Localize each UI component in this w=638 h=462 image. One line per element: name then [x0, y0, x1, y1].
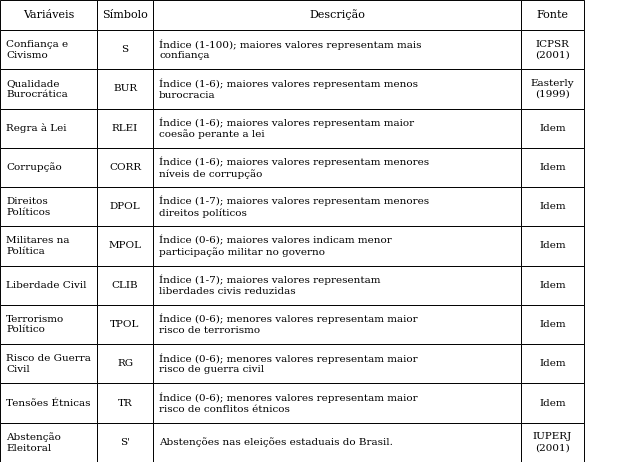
Bar	[521, 226, 584, 266]
Text: CORR: CORR	[109, 163, 141, 172]
Text: DPOL: DPOL	[110, 202, 140, 211]
Text: Índice (0-6); menores valores representam maior
risco de terrorismo: Índice (0-6); menores valores representa…	[159, 314, 418, 335]
Text: Fonte: Fonte	[537, 10, 568, 20]
Text: Risco de Guerra
Civil: Risco de Guerra Civil	[6, 354, 91, 374]
Text: Idem: Idem	[539, 320, 566, 329]
Bar	[521, 383, 584, 423]
Text: Idem: Idem	[539, 399, 566, 407]
Bar	[97, 305, 153, 344]
Bar	[0, 30, 97, 69]
Text: Índice (1-7); maiores valores representam
liberdades civis reduzidas: Índice (1-7); maiores valores representa…	[159, 274, 381, 296]
Bar	[521, 148, 584, 187]
Bar	[153, 69, 521, 109]
Text: Variáveis: Variáveis	[23, 10, 74, 20]
Bar	[521, 69, 584, 109]
Text: Idem: Idem	[539, 359, 566, 368]
Bar	[97, 69, 153, 109]
Bar	[97, 30, 153, 69]
Bar	[521, 187, 584, 226]
Bar	[153, 148, 521, 187]
Bar	[0, 266, 97, 305]
Bar	[153, 344, 521, 383]
Text: Militares na
Política: Militares na Política	[6, 236, 70, 256]
Text: RG: RG	[117, 359, 133, 368]
Text: S': S'	[120, 438, 130, 447]
Bar	[97, 383, 153, 423]
Bar	[97, 266, 153, 305]
Bar	[153, 266, 521, 305]
Text: Abstenção
Eleitoral: Abstenção Eleitoral	[6, 432, 61, 453]
Text: Abstenções nas eleições estaduais do Brasil.: Abstenções nas eleições estaduais do Bra…	[159, 438, 393, 447]
Bar	[521, 423, 584, 462]
Text: Índice (1-100); maiores valores representam mais
confiança: Índice (1-100); maiores valores represen…	[159, 39, 422, 60]
Bar	[0, 187, 97, 226]
Text: Easterly
(1999): Easterly (1999)	[531, 79, 574, 99]
Bar	[0, 109, 97, 148]
Text: Tensões Étnicas: Tensões Étnicas	[6, 399, 91, 407]
Text: Índice (1-6); maiores valores representam menores
níveis de corrupção: Índice (1-6); maiores valores representa…	[159, 156, 429, 179]
Bar	[0, 383, 97, 423]
Text: Índice (1-6); maiores valores representam maior
coesão perante a lei: Índice (1-6); maiores valores representa…	[159, 117, 414, 140]
Bar	[97, 226, 153, 266]
Text: Índice (0-6); maiores valores indicam menor
participação militar no governo: Índice (0-6); maiores valores indicam me…	[159, 235, 392, 257]
Bar	[153, 0, 521, 30]
Bar	[0, 148, 97, 187]
Text: Idem: Idem	[539, 163, 566, 172]
Bar	[97, 0, 153, 30]
Text: Direitos
Políticos: Direitos Políticos	[6, 197, 50, 217]
Bar	[521, 109, 584, 148]
Text: Regra à Lei: Regra à Lei	[6, 123, 66, 133]
Text: ICPSR
(2001): ICPSR (2001)	[535, 40, 570, 60]
Text: RLEI: RLEI	[112, 124, 138, 133]
Text: Índice (1-6); maiores valores representam menos
burocracia: Índice (1-6); maiores valores representa…	[159, 78, 418, 99]
Text: Liberdade Civil: Liberdade Civil	[6, 281, 87, 290]
Bar	[0, 69, 97, 109]
Text: TPOL: TPOL	[110, 320, 140, 329]
Bar	[0, 423, 97, 462]
Bar	[521, 266, 584, 305]
Bar	[97, 344, 153, 383]
Bar	[521, 0, 584, 30]
Text: BUR: BUR	[113, 85, 137, 93]
Text: Qualidade
Burocrática: Qualidade Burocrática	[6, 79, 68, 99]
Bar	[97, 187, 153, 226]
Text: Descrição: Descrição	[309, 10, 365, 20]
Text: CLIB: CLIB	[112, 281, 138, 290]
Bar	[521, 30, 584, 69]
Text: Idem: Idem	[539, 202, 566, 211]
Text: S: S	[121, 45, 129, 54]
Text: Idem: Idem	[539, 124, 566, 133]
Bar	[0, 226, 97, 266]
Bar	[153, 109, 521, 148]
Text: Idem: Idem	[539, 281, 566, 290]
Text: Índice (0-6); menores valores representam maior
risco de guerra civil: Índice (0-6); menores valores representa…	[159, 353, 418, 374]
Bar	[153, 383, 521, 423]
Bar	[0, 0, 97, 30]
Bar	[153, 226, 521, 266]
Text: Índice (0-6); menores valores representam maior
risco de conflitos étnicos: Índice (0-6); menores valores representa…	[159, 392, 418, 413]
Text: Confiança e
Civismo: Confiança e Civismo	[6, 40, 68, 60]
Text: Terrorismo
Político: Terrorismo Político	[6, 315, 64, 334]
Bar	[521, 305, 584, 344]
Text: Corrupção: Corrupção	[6, 163, 62, 172]
Bar	[521, 344, 584, 383]
Bar	[153, 305, 521, 344]
Bar	[97, 109, 153, 148]
Bar	[153, 423, 521, 462]
Bar	[0, 344, 97, 383]
Text: Idem: Idem	[539, 242, 566, 250]
Bar	[97, 148, 153, 187]
Text: IUPERJ
(2001): IUPERJ (2001)	[533, 432, 572, 452]
Text: MPOL: MPOL	[108, 242, 142, 250]
Text: Índice (1-7); maiores valores representam menores
direitos políticos: Índice (1-7); maiores valores representa…	[159, 196, 429, 218]
Bar	[153, 30, 521, 69]
Bar	[0, 305, 97, 344]
Bar	[153, 187, 521, 226]
Text: Símbolo: Símbolo	[102, 10, 148, 20]
Text: TR: TR	[117, 399, 133, 407]
Bar	[97, 423, 153, 462]
